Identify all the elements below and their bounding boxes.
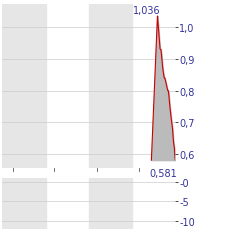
Bar — [2, 178, 46, 229]
Text: Jul: Jul — [133, 178, 145, 188]
Bar — [2, 5, 46, 169]
Text: Okt: Okt — [4, 178, 21, 188]
Text: 1,036: 1,036 — [133, 6, 161, 16]
Bar — [89, 5, 132, 169]
Text: 0,581: 0,581 — [150, 168, 177, 178]
Bar — [89, 178, 132, 229]
Text: Apr: Apr — [89, 178, 106, 188]
Text: Jan: Jan — [47, 178, 62, 188]
